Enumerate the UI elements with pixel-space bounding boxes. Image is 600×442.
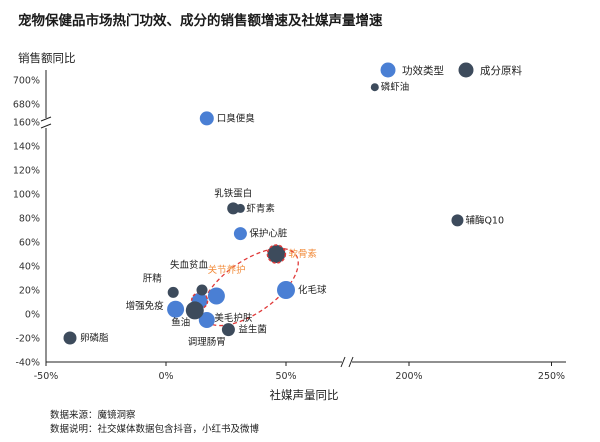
- data-point: [235, 203, 245, 213]
- y-tick-label: 100%: [13, 190, 40, 201]
- y-axis-title: 销售额同比: [18, 51, 76, 65]
- data-label: 调理肠胃: [188, 337, 226, 348]
- y-tick-label: 20%: [19, 286, 40, 297]
- footer-note: 数据说明：社交媒体数据包含抖音，小红书及微博: [50, 423, 260, 435]
- data-point: [233, 227, 247, 241]
- y-tick-label: 40%: [19, 262, 40, 273]
- x-axis-title: 社媒声量同比: [270, 388, 339, 402]
- data-point: [207, 287, 225, 305]
- data-point: [221, 323, 235, 337]
- y-tick-label: 680%: [13, 100, 40, 111]
- data-label: 失血贫血: [170, 259, 209, 271]
- x-tick-label: 250%: [538, 371, 565, 382]
- data-point: [63, 331, 77, 345]
- data-point: [451, 214, 464, 227]
- x-axis-break-mark: [340, 356, 354, 368]
- data-point: [277, 281, 295, 299]
- data-point: [167, 300, 185, 318]
- data-label: 关节养护: [208, 264, 246, 276]
- y-axis-break-mark: [40, 116, 52, 129]
- x-tick-label: 50%: [275, 371, 296, 382]
- data-label: 增强免疫: [126, 300, 165, 312]
- data-label: 保护心脏: [249, 228, 288, 240]
- data-point: [196, 284, 208, 296]
- data-label: 卵磷脂: [80, 332, 109, 344]
- x-tick-label: -50%: [34, 371, 59, 382]
- chart-title: 宠物保健品市场热门功效、成分的销售额增速及社媒声量增速: [18, 12, 383, 29]
- y-tick-label: 80%: [19, 214, 40, 225]
- data-label: 软骨素: [288, 248, 317, 260]
- axes: [45, 70, 566, 363]
- legend: 功效类型 成分原料: [380, 62, 522, 78]
- data-points: [63, 83, 464, 345]
- y-tick-label: 140%: [13, 142, 40, 153]
- data-point: [266, 244, 287, 264]
- ellipse-highlight: [201, 247, 299, 327]
- legend-label-efficacy: 功效类型: [402, 64, 444, 77]
- legend-marker-ingredient: [458, 62, 474, 78]
- data-point: [227, 202, 240, 215]
- x-tick-label: 200%: [395, 371, 422, 382]
- data-label: 肝精: [143, 272, 163, 284]
- y-tick-label: -40%: [15, 358, 40, 369]
- data-point: [198, 312, 215, 328]
- data-point: [199, 111, 214, 126]
- x-axis-ticks: -50% 0% 50% 200% 250%: [34, 362, 565, 382]
- data-label: 化毛球: [298, 284, 327, 296]
- legend-marker-efficacy: [380, 62, 396, 78]
- data-label: 虾青素: [246, 202, 275, 214]
- y-tick-label: -20%: [15, 334, 40, 345]
- data-label: 口臭便臭: [217, 112, 256, 124]
- y-tick-label: 0%: [25, 310, 40, 321]
- data-label: 鱼油: [171, 316, 190, 328]
- y-tick-label: 160%: [13, 118, 40, 129]
- y-tick-label: 120%: [13, 166, 40, 177]
- legend-label-ingredient: 成分原料: [480, 64, 522, 77]
- x-tick-label: 0%: [158, 371, 173, 382]
- y-tick-label: 700%: [13, 76, 40, 87]
- data-point: [167, 286, 179, 298]
- data-label: 辅酶Q10: [465, 214, 504, 226]
- data-point: [185, 301, 204, 320]
- data-label: 磷虾油: [381, 81, 410, 93]
- data-point: [370, 83, 379, 92]
- data-label: 乳铁蛋白: [214, 187, 252, 199]
- y-axis-ticks: -40% -20% 0% 20% 40% 60% 80% 100% 120% 140% 160% 68…: [13, 76, 40, 369]
- y-tick-label: 60%: [19, 238, 40, 249]
- data-label: 美毛护肤: [214, 312, 253, 324]
- data-label: 益生菌: [238, 324, 267, 336]
- footer-source: 数据来源：魔镜洞察: [50, 409, 136, 421]
